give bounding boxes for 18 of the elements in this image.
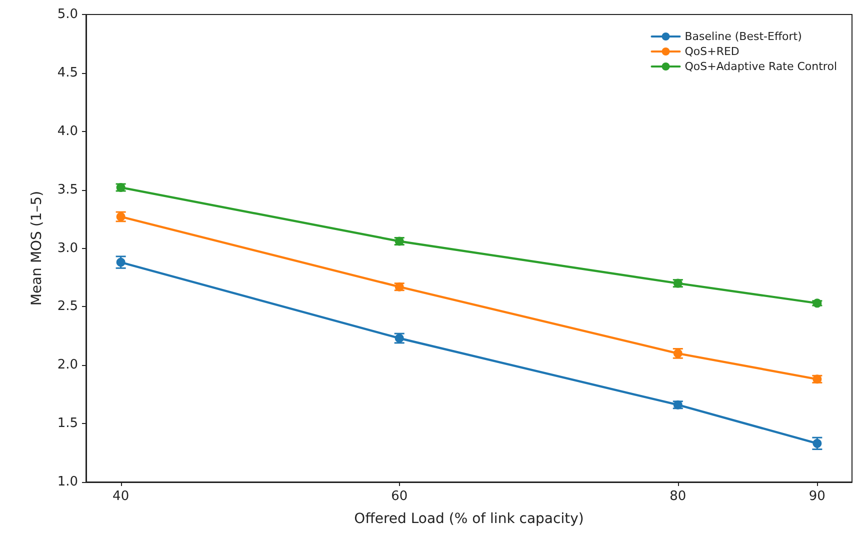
x-tick-label: 90 [808,489,826,504]
y-tick-label: 3.5 [57,182,78,198]
y-tick-label: 3.0 [57,240,78,256]
legend-label: QoS+RED [684,45,740,58]
y-tick-label: 4.0 [57,124,78,139]
legend-label: Baseline (Best-Effort) [684,30,802,43]
y-tick-label: 5.0 [57,7,78,22]
y-tick-label: 1.0 [57,474,78,490]
y-tick-label: 4.5 [57,65,78,80]
legend-label: QoS+Adaptive Rate Control [684,60,837,73]
y-tick-label: 1.5 [57,416,78,432]
x-tick-label: 80 [670,489,686,504]
y-axis-title: Mean MOS (1–5) [29,190,45,306]
x-axis-title: Offered Load (% of link capacity) [354,511,584,527]
y-tick-label: 2.0 [57,358,78,373]
x-tick-label: 60 [391,489,408,504]
y-tick-label: 2.5 [57,299,78,314]
x-tick-label: 40 [112,489,130,504]
